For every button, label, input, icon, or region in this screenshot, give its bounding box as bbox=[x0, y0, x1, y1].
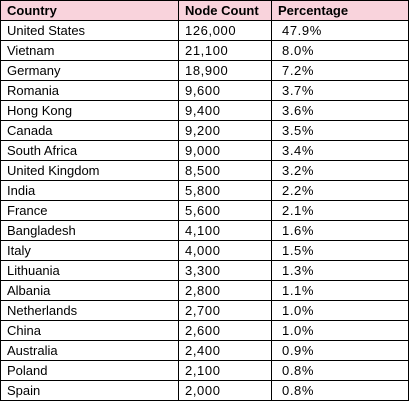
cell-country: United States bbox=[0, 20, 179, 41]
cell-country: Bangladesh bbox=[0, 220, 179, 241]
cell-percentage: 1.0% bbox=[271, 320, 409, 341]
cell-percentage: 47.9% bbox=[271, 20, 409, 41]
cell-country: India bbox=[0, 180, 179, 201]
cell-node-count: 9,200 bbox=[178, 120, 272, 141]
cell-node-count: 4,000 bbox=[178, 240, 272, 261]
cell-country: Germany bbox=[0, 60, 179, 81]
cell-country: Spain bbox=[0, 380, 179, 401]
cell-percentage: 1.1% bbox=[271, 280, 409, 301]
table-row: Australia 2,400 0.9% bbox=[0, 340, 409, 361]
table-row: Canada 9,200 3.5% bbox=[0, 120, 409, 141]
cell-node-count: 9,400 bbox=[178, 100, 272, 121]
table-row: Bangladesh 4,100 1.6% bbox=[0, 220, 409, 241]
cell-node-count: 2,600 bbox=[178, 320, 272, 341]
cell-node-count: 2,100 bbox=[178, 360, 272, 381]
cell-country: Albania bbox=[0, 280, 179, 301]
table-row: Hong Kong 9,400 3.6% bbox=[0, 100, 409, 121]
table-row: Poland 2,100 0.8% bbox=[0, 360, 409, 381]
cell-country: France bbox=[0, 200, 179, 221]
table-row: South Africa 9,000 3.4% bbox=[0, 140, 409, 161]
cell-country: Poland bbox=[0, 360, 179, 381]
cell-node-count: 2,400 bbox=[178, 340, 272, 361]
cell-country: Romania bbox=[0, 80, 179, 101]
cell-node-count: 3,300 bbox=[178, 260, 272, 281]
cell-country: China bbox=[0, 320, 179, 341]
cell-node-count: 126,000 bbox=[178, 20, 272, 41]
table-row: India 5,800 2.2% bbox=[0, 180, 409, 201]
table-row: Spain 2,000 0.8% bbox=[0, 380, 409, 401]
cell-country: Australia bbox=[0, 340, 179, 361]
cell-percentage: 0.8% bbox=[271, 380, 409, 401]
table-row: Germany 18,900 7.2% bbox=[0, 60, 409, 81]
cell-node-count: 5,800 bbox=[178, 180, 272, 201]
cell-node-count: 18,900 bbox=[178, 60, 272, 81]
cell-percentage: 8.0% bbox=[271, 40, 409, 61]
table-row: Italy 4,000 1.5% bbox=[0, 240, 409, 261]
cell-percentage: 2.1% bbox=[271, 200, 409, 221]
cell-country: Hong Kong bbox=[0, 100, 179, 121]
cell-percentage: 1.5% bbox=[271, 240, 409, 261]
cell-node-count: 8,500 bbox=[178, 160, 272, 181]
cell-country: Italy bbox=[0, 240, 179, 261]
cell-percentage: 1.0% bbox=[271, 300, 409, 321]
table-row: China 2,600 1.0% bbox=[0, 320, 409, 341]
cell-percentage: 1.6% bbox=[271, 220, 409, 241]
cell-percentage: 3.4% bbox=[271, 140, 409, 161]
table-body: United States 126,000 47.9% Vietnam 21,100 8.… bbox=[0, 20, 409, 401]
cell-percentage: 3.6% bbox=[271, 100, 409, 121]
cell-country: Netherlands bbox=[0, 300, 179, 321]
cell-country: South Africa bbox=[0, 140, 179, 161]
cell-country: Vietnam bbox=[0, 40, 179, 61]
header-country: Country bbox=[0, 0, 179, 21]
table-row: Lithuania 3,300 1.3% bbox=[0, 260, 409, 281]
table-row: Netherlands 2,700 1.0% bbox=[0, 300, 409, 321]
table-row: Vietnam 21,100 8.0% bbox=[0, 40, 409, 61]
cell-node-count: 9,000 bbox=[178, 140, 272, 161]
table-row: France 5,600 2.1% bbox=[0, 200, 409, 221]
cell-node-count: 2,000 bbox=[178, 380, 272, 401]
cell-country: Canada bbox=[0, 120, 179, 141]
header-node-count: Node Count bbox=[178, 0, 272, 21]
table-row: Romania 9,600 3.7% bbox=[0, 80, 409, 101]
header-percentage: Percentage bbox=[271, 0, 409, 21]
cell-country: Lithuania bbox=[0, 260, 179, 281]
table-row: United States 126,000 47.9% bbox=[0, 20, 409, 41]
cell-node-count: 5,600 bbox=[178, 200, 272, 221]
cell-node-count: 21,100 bbox=[178, 40, 272, 61]
cell-percentage: 0.9% bbox=[271, 340, 409, 361]
cell-percentage: 1.3% bbox=[271, 260, 409, 281]
cell-percentage: 7.2% bbox=[271, 60, 409, 81]
cell-node-count: 4,100 bbox=[178, 220, 272, 241]
cell-node-count: 9,600 bbox=[178, 80, 272, 101]
table-row: United Kingdom 8,500 3.2% bbox=[0, 160, 409, 181]
cell-country: United Kingdom bbox=[0, 160, 179, 181]
table-header-row: Country Node Count Percentage bbox=[0, 0, 409, 21]
cell-percentage: 0.8% bbox=[271, 360, 409, 381]
cell-percentage: 3.5% bbox=[271, 120, 409, 141]
cell-percentage: 3.2% bbox=[271, 160, 409, 181]
cell-node-count: 2,800 bbox=[178, 280, 272, 301]
cell-percentage: 3.7% bbox=[271, 80, 409, 101]
table-row: Albania 2,800 1.1% bbox=[0, 280, 409, 301]
cell-percentage: 2.2% bbox=[271, 180, 409, 201]
cell-node-count: 2,700 bbox=[178, 300, 272, 321]
